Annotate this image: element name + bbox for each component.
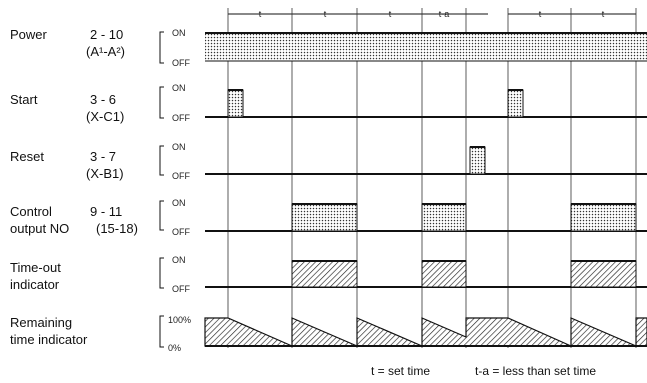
start-pulse	[227, 89, 244, 118]
signal-terminal-code: (X-B1)	[86, 166, 124, 181]
level-bracket	[159, 31, 164, 64]
remaining-time-ramp	[204, 317, 647, 347]
level-bracket	[159, 86, 164, 119]
signal-terminal-code: (15-18)	[96, 221, 138, 236]
off-level-label: OFF	[172, 58, 190, 68]
reset-pulse	[469, 146, 486, 175]
power-on-waveform	[205, 33, 647, 61]
signal-row-start: Start 3 - 6 (X-C1) ON OFF	[10, 83, 647, 124]
duration-label: t	[539, 9, 542, 19]
off-level-label: OFF	[172, 113, 190, 123]
start-pulse	[507, 89, 524, 118]
level-bracket	[159, 200, 164, 231]
signal-name: Start	[10, 92, 38, 107]
signal-row-timeout-indicator: Time-out indicator ON OFF	[10, 255, 647, 294]
signal-name-line2: output NO	[10, 221, 69, 236]
on-level-label: ON	[172, 255, 186, 265]
level-bracket	[159, 257, 164, 289]
duration-label: t	[602, 9, 605, 19]
signal-row-reset: Reset 3 - 7 (X-B1) ON OFF	[10, 142, 647, 181]
off-level-label: OFF	[172, 227, 190, 237]
indicator-on-pulse	[421, 260, 467, 288]
signal-terminals: 3 - 6	[90, 92, 116, 107]
on-level-label: ON	[172, 142, 186, 152]
duration-dimension-bar: t t t t-a t t	[228, 9, 636, 19]
signal-name-line2: indicator	[10, 277, 60, 292]
indicator-on-pulse	[570, 260, 637, 288]
signal-name: Control	[10, 204, 52, 219]
on-level-label: ON	[172, 83, 186, 93]
legend: t = set time t-a = less than set time	[371, 364, 596, 378]
output-on-pulse	[570, 203, 637, 232]
signal-terminals: 2 - 10	[90, 27, 123, 42]
signal-name: Remaining	[10, 315, 72, 330]
signal-row-remaining-time: Remaining time indicator 100% 0%	[10, 315, 647, 353]
signal-terminals: 3 - 7	[90, 149, 116, 164]
signal-name: Time-out	[10, 260, 61, 275]
output-on-pulse	[291, 203, 358, 232]
duration-label: t	[389, 9, 392, 19]
indicator-on-pulse	[291, 260, 358, 288]
duration-label: t-a	[439, 9, 450, 19]
signal-row-power: Power 2 - 10 (A¹-A²) ON OFF	[10, 27, 647, 68]
signal-terminal-code: (X-C1)	[86, 109, 124, 124]
off-level-label: OFF	[172, 171, 190, 181]
signal-terminals: 9 - 11	[90, 204, 122, 219]
full-level-label: 100%	[168, 315, 191, 325]
signal-row-control-output: Control output NO 9 - 11 (15-18) ON OFF	[10, 198, 647, 237]
event-lines	[227, 8, 637, 348]
level-bracket	[159, 145, 164, 176]
duration-label: t	[324, 9, 327, 19]
signal-terminal-code: (A¹-A²)	[86, 44, 125, 59]
off-level-label: OFF	[172, 284, 190, 294]
on-level-label: ON	[172, 28, 186, 38]
signal-name: Reset	[10, 149, 44, 164]
empty-level-label: 0%	[168, 343, 181, 353]
legend-less-than-set-time: t-a = less than set time	[475, 364, 596, 378]
duration-label: t	[259, 9, 262, 19]
signal-name-line2: time indicator	[10, 332, 88, 347]
legend-set-time: t = set time	[371, 364, 430, 378]
output-on-pulse	[421, 203, 467, 232]
level-bracket	[159, 315, 164, 348]
signal-name: Power	[10, 27, 48, 42]
on-level-label: ON	[172, 198, 186, 208]
